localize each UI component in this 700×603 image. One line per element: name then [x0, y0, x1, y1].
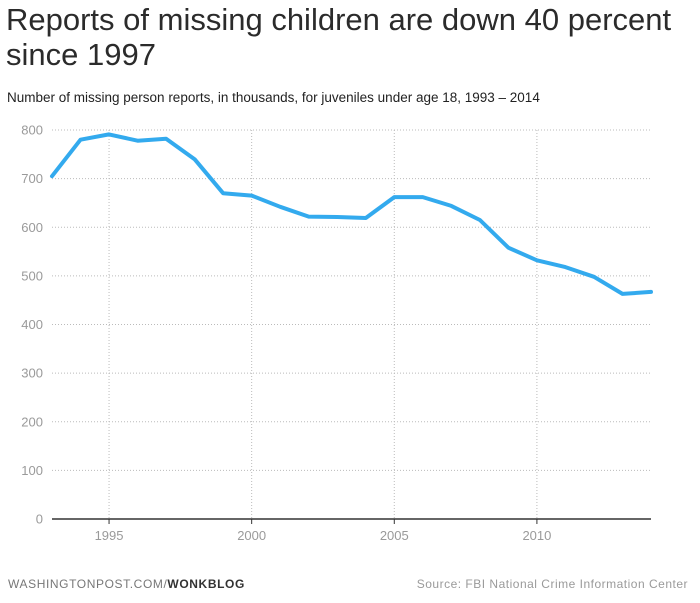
data-point [421, 195, 425, 199]
data-point [250, 194, 254, 198]
data-point [449, 204, 453, 208]
data-point [649, 290, 653, 294]
data-point [563, 265, 567, 269]
data-point [335, 215, 339, 219]
x-tick-label: 2005 [380, 528, 409, 543]
y-tick-label: 100 [21, 463, 43, 478]
series-line [50, 132, 653, 296]
data-point [79, 138, 83, 142]
data-point [307, 215, 311, 219]
line-chart: 0 100 200 300 400 500 600 700 800 1995 2000 2005 20… [21, 123, 653, 543]
y-tick-label: 0 [36, 512, 43, 527]
data-point [535, 258, 539, 262]
y-tick-label: 300 [21, 366, 43, 381]
y-tick-label: 400 [21, 317, 43, 332]
x-tick-label: 2000 [237, 528, 266, 543]
data-point [107, 132, 111, 136]
data-point [221, 191, 225, 195]
y-tick-label: 200 [21, 414, 43, 429]
data-point [136, 139, 140, 143]
data-point [164, 137, 168, 141]
y-tick-label: 500 [21, 268, 43, 283]
data-point [278, 205, 282, 209]
data-point [364, 216, 368, 220]
footer-site: WASHINGTONPOST.COM/ [8, 577, 168, 591]
series-layer [50, 132, 653, 296]
data-point [592, 275, 596, 279]
data-point [50, 174, 54, 178]
data-point [621, 292, 625, 296]
x-tick-label: 1995 [95, 528, 124, 543]
data-point [193, 157, 197, 161]
footer-source: Source: FBI National Crime Information C… [416, 577, 688, 591]
y-tick-label: 800 [21, 123, 43, 138]
chart-title: Reports of missing children are down 40 … [6, 2, 672, 72]
y-tick-label: 600 [21, 220, 43, 235]
y-axis-ticks: 0 100 200 300 400 500 600 700 800 [21, 123, 43, 527]
gridlines [52, 129, 651, 519]
data-point [478, 218, 482, 222]
chart-subtitle: Number of missing person reports, in tho… [7, 90, 540, 105]
footer-credit: WASHINGTONPOST.COM/WONKBLOG [8, 577, 245, 591]
footer-brand: WONKBLOG [167, 577, 245, 591]
y-tick-label: 700 [21, 171, 43, 186]
data-point [506, 246, 510, 250]
data-point [392, 195, 396, 199]
x-axis-ticks: 1995 2000 2005 2010 [95, 519, 551, 543]
x-tick-label: 2010 [522, 528, 551, 543]
